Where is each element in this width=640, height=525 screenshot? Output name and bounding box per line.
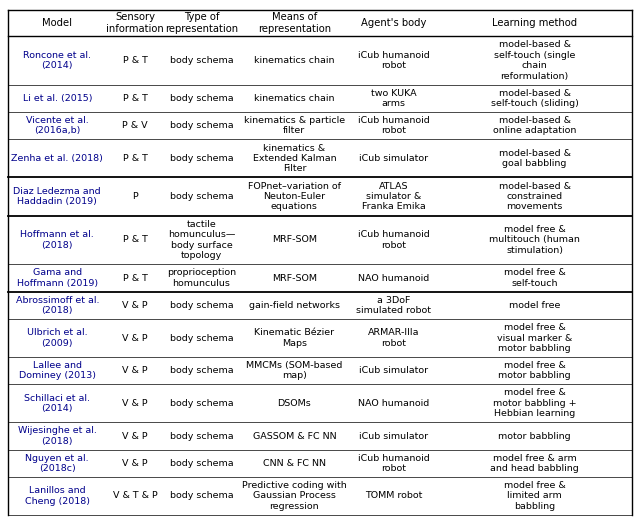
Text: body schema: body schema (170, 399, 233, 408)
Text: model-based &
self-touch (single
chain
reformulation): model-based & self-touch (single chain r… (494, 40, 575, 80)
Text: V & P: V & P (122, 333, 148, 342)
Text: model-based &
self-touch (sliding): model-based & self-touch (sliding) (491, 89, 579, 108)
Text: iCub humanoid
robot: iCub humanoid robot (358, 454, 429, 473)
Text: Zenha et al. (2018): Zenha et al. (2018) (12, 154, 103, 163)
Text: gain-field networks: gain-field networks (249, 301, 340, 310)
Text: Means of
representation: Means of representation (258, 12, 331, 34)
Text: V & P: V & P (122, 366, 148, 375)
Text: body schema: body schema (170, 432, 233, 440)
Text: Vicente et al.
(2016a,b): Vicente et al. (2016a,b) (26, 116, 89, 135)
Text: model free &
motor babbling +
Hebbian learning: model free & motor babbling + Hebbian le… (493, 388, 577, 418)
Text: kinematics chain: kinematics chain (254, 94, 335, 103)
Text: NAO humanoid: NAO humanoid (358, 274, 429, 282)
Text: V & T & P: V & T & P (113, 491, 157, 500)
Text: Learning method: Learning method (492, 18, 577, 28)
Text: CNN & FC NN: CNN & FC NN (263, 459, 326, 468)
Text: kinematics & particle
filter: kinematics & particle filter (244, 116, 345, 135)
Text: DSOMs: DSOMs (278, 399, 311, 408)
Text: Hoffmann et al.
(2018): Hoffmann et al. (2018) (20, 230, 94, 250)
Text: Lallee and
Dominey (2013): Lallee and Dominey (2013) (19, 361, 96, 381)
Text: Gama and
Hoffmann (2019): Gama and Hoffmann (2019) (17, 268, 98, 288)
Text: model free &
visual marker &
motor babbling: model free & visual marker & motor babbl… (497, 323, 572, 353)
Text: P: P (132, 192, 138, 201)
Text: V & P: V & P (122, 301, 148, 310)
Text: iCub humanoid
robot: iCub humanoid robot (358, 230, 429, 250)
Text: model free & arm
and head babbling: model free & arm and head babbling (490, 454, 579, 473)
Text: body schema: body schema (170, 192, 233, 201)
Text: Abrossimoff et al.
(2018): Abrossimoff et al. (2018) (15, 296, 99, 315)
Text: Agent's body: Agent's body (361, 18, 426, 28)
Text: P & T: P & T (123, 94, 148, 103)
Text: MRF-SOM: MRF-SOM (272, 236, 317, 245)
Text: body schema: body schema (170, 366, 233, 375)
Text: iCub simulator: iCub simulator (359, 366, 428, 375)
Text: GASSOM & FC NN: GASSOM & FC NN (253, 432, 336, 440)
Text: body schema: body schema (170, 459, 233, 468)
Text: MRF-SOM: MRF-SOM (272, 274, 317, 282)
Text: proprioception
homunculus: proprioception homunculus (167, 268, 236, 288)
Text: model free &
self-touch: model free & self-touch (504, 268, 566, 288)
Text: body schema: body schema (170, 154, 233, 163)
Text: motor babbling: motor babbling (499, 432, 571, 440)
Text: P & T: P & T (123, 274, 148, 282)
Text: V & P: V & P (122, 399, 148, 408)
Text: kinematics &
Extended Kalman
Filter: kinematics & Extended Kalman Filter (253, 143, 336, 173)
Text: Model: Model (42, 18, 72, 28)
Text: Ulbrich et al.
(2009): Ulbrich et al. (2009) (27, 328, 88, 348)
Text: ATLAS
simulator &
Franka Emika: ATLAS simulator & Franka Emika (362, 182, 426, 212)
Text: body schema: body schema (170, 56, 233, 65)
Text: model free &
motor babbling: model free & motor babbling (499, 361, 571, 381)
Text: TOMM robot: TOMM robot (365, 491, 422, 500)
Text: model free &
multitouch (human
stimulation): model free & multitouch (human stimulati… (489, 225, 580, 255)
Text: model free &
limited arm
babbling: model free & limited arm babbling (504, 481, 566, 511)
Text: P & V: P & V (122, 121, 148, 130)
Text: P & T: P & T (123, 236, 148, 245)
Text: tactile
homunculus—
body surface
topology: tactile homunculus— body surface topolog… (168, 220, 235, 260)
Text: iCub simulator: iCub simulator (359, 154, 428, 163)
Text: NAO humanoid: NAO humanoid (358, 399, 429, 408)
Text: Type of
representation: Type of representation (165, 12, 238, 34)
Text: body schema: body schema (170, 121, 233, 130)
Text: model free: model free (509, 301, 561, 310)
Text: Nguyen et al.
(2018c): Nguyen et al. (2018c) (26, 454, 89, 473)
Text: model-based &
online adaptation: model-based & online adaptation (493, 116, 577, 135)
Text: V & P: V & P (122, 459, 148, 468)
Text: Predictive coding with
Gaussian Process
regression: Predictive coding with Gaussian Process … (242, 481, 347, 511)
Text: iCub humanoid
robot: iCub humanoid robot (358, 116, 429, 135)
Text: a 3DoF
simulated robot: a 3DoF simulated robot (356, 296, 431, 315)
Text: Roncone et al.
(2014): Roncone et al. (2014) (23, 51, 92, 70)
Text: FOPnet–variation of
Neuton-Euler
equations: FOPnet–variation of Neuton-Euler equatio… (248, 182, 341, 212)
Text: V & P: V & P (122, 432, 148, 440)
Text: P & T: P & T (123, 56, 148, 65)
Text: iCub humanoid
robot: iCub humanoid robot (358, 51, 429, 70)
Text: MMCMs (SOM-based
map): MMCMs (SOM-based map) (246, 361, 342, 381)
Text: two KUKA
arms: two KUKA arms (371, 89, 417, 108)
Text: Schillaci et al.
(2014): Schillaci et al. (2014) (24, 394, 90, 413)
Text: Sensory
information: Sensory information (106, 12, 164, 34)
Text: P & T: P & T (123, 154, 148, 163)
Text: iCub simulator: iCub simulator (359, 432, 428, 440)
Text: body schema: body schema (170, 333, 233, 342)
Text: ARMAR-IIIa
robot: ARMAR-IIIa robot (368, 328, 419, 348)
Text: Li et al. (2015): Li et al. (2015) (22, 94, 92, 103)
Text: Diaz Ledezma and
Haddadin (2019): Diaz Ledezma and Haddadin (2019) (13, 187, 101, 206)
Text: kinematics chain: kinematics chain (254, 56, 335, 65)
Text: Wijesinghe et al.
(2018): Wijesinghe et al. (2018) (18, 426, 97, 446)
Text: body schema: body schema (170, 94, 233, 103)
Text: body schema: body schema (170, 301, 233, 310)
Text: model-based &
goal babbling: model-based & goal babbling (499, 149, 571, 168)
Text: model-based &
constrained
movements: model-based & constrained movements (499, 182, 571, 212)
Text: Kinematic Bézier
Maps: Kinematic Bézier Maps (254, 328, 335, 348)
Text: body schema: body schema (170, 491, 233, 500)
Text: Lanillos and
Cheng (2018): Lanillos and Cheng (2018) (25, 486, 90, 506)
